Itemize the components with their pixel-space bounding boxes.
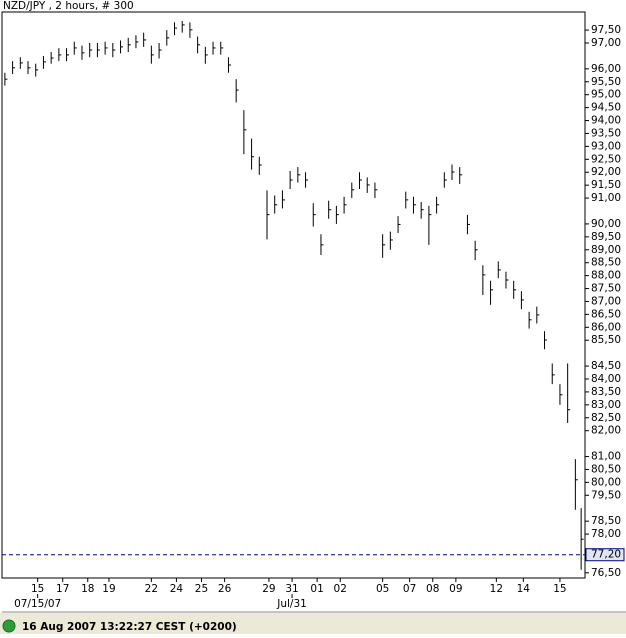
y-tick-label: 86,50 — [591, 308, 621, 320]
y-tick-label: 92,50 — [591, 153, 621, 165]
status-indicator — [2, 619, 16, 633]
status-bar — [0, 613, 626, 634]
y-tick-label: 90,00 — [591, 218, 621, 230]
y-tick-label: 94,00 — [591, 115, 621, 127]
x-tick-label: 22 — [145, 583, 158, 595]
y-tick-label: 88,00 — [591, 270, 621, 282]
y-tick-label: 84,00 — [591, 373, 621, 385]
x-tick-label: 31 — [285, 583, 298, 595]
x-tick-label: 09 — [449, 583, 462, 595]
y-tick-label: 92,00 — [591, 166, 621, 178]
x-tick-label: 01 — [310, 583, 323, 595]
y-tick-label: 87,00 — [591, 295, 621, 307]
x-sublabel: Jul/31 — [276, 598, 307, 610]
x-tick-label: 02 — [334, 583, 347, 595]
y-tick-label: 81,00 — [591, 451, 621, 463]
y-tick-label: 83,50 — [591, 386, 621, 398]
y-tick-label: 88,50 — [591, 257, 621, 269]
x-tick-label: 08 — [426, 583, 439, 595]
y-tick-label: 95,00 — [591, 89, 621, 101]
x-tick-label: 14 — [517, 583, 531, 595]
x-tick-label: 05 — [376, 583, 389, 595]
y-tick-label: 76,50 — [591, 567, 621, 579]
x-tick-label: 24 — [170, 583, 184, 595]
x-sublabel: 07/15/07 — [14, 598, 61, 610]
y-tick-label: 96,00 — [591, 63, 621, 75]
x-tick-label: 12 — [490, 583, 503, 595]
status-text: 16 Aug 2007 13:22:27 CEST (+0200) — [22, 621, 237, 633]
y-tick-label: 89,00 — [591, 244, 621, 256]
y-tick-label: 86,00 — [591, 321, 621, 333]
x-tick-label: 29 — [262, 583, 275, 595]
x-tick-label: 17 — [56, 583, 69, 595]
x-tick-label: 19 — [102, 583, 115, 595]
y-tick-label: 87,50 — [591, 283, 621, 295]
x-tick-label: 15 — [553, 583, 566, 595]
y-tick-label: 97,50 — [591, 24, 621, 36]
chart-title: NZD/JPY , 2 hours, # 300 — [3, 0, 134, 12]
x-tick-label: 15 — [31, 583, 44, 595]
y-tick-label: 84,50 — [591, 360, 621, 372]
x-tick-label: 07 — [403, 583, 416, 595]
y-tick-label: 79,50 — [591, 489, 621, 501]
y-tick-label: 91,50 — [591, 179, 621, 191]
plot-frame — [1, 11, 586, 579]
y-tick-label: 93,00 — [591, 140, 621, 152]
y-tick-label: 82,50 — [591, 412, 621, 424]
y-tick-label: 80,50 — [591, 463, 621, 475]
y-tick-label: 94,50 — [591, 102, 621, 114]
y-tick-label: 78,00 — [591, 528, 621, 540]
y-tick-label: 83,00 — [591, 399, 621, 411]
y-tick-label: 91,00 — [591, 192, 621, 204]
last-price-label: 77,20 — [591, 549, 621, 561]
y-tick-label: 85,50 — [591, 334, 621, 346]
y-tick-label: 93,50 — [591, 127, 621, 139]
y-tick-label: 95,50 — [591, 76, 621, 88]
y-tick-label: 89,50 — [591, 231, 621, 243]
last-price-box — [585, 548, 625, 562]
x-tick-label: 25 — [195, 583, 208, 595]
y-tick-label: 78,50 — [591, 515, 621, 527]
y-tick-label: 82,00 — [591, 425, 621, 437]
x-tick-label: 26 — [218, 583, 232, 595]
y-tick-label: 80,00 — [591, 476, 621, 488]
y-tick-label: 97,00 — [591, 37, 621, 49]
x-tick-label: 18 — [81, 583, 94, 595]
